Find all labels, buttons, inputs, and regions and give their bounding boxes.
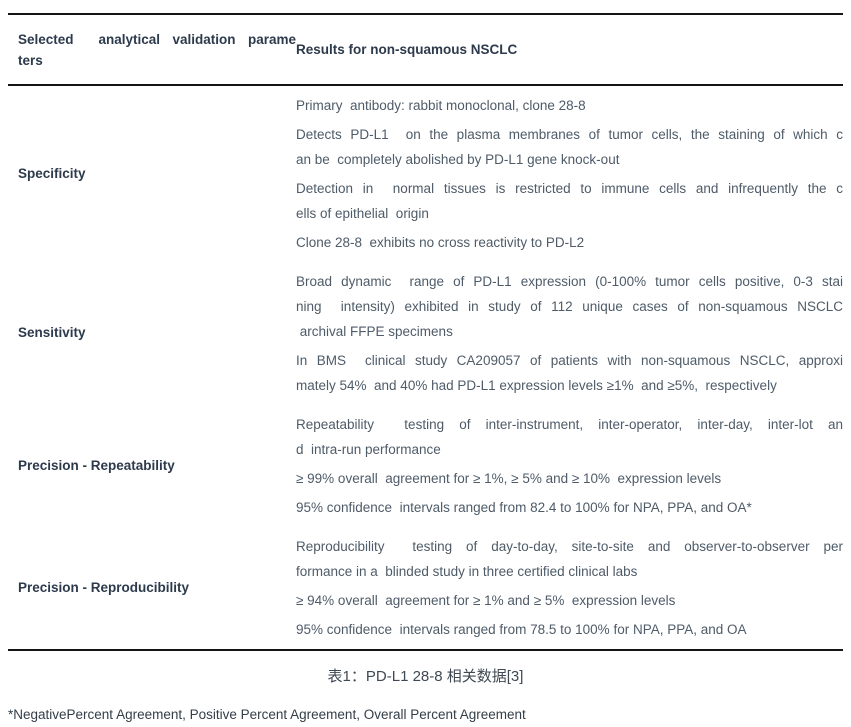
text-line: Detection in normal tissues is restricte… <box>296 181 843 196</box>
result-paragraph: Primary antibody: rabbit monoclonal, clo… <box>296 93 843 118</box>
table-row: Precision - Repeatability Repeatability t… <box>8 405 843 527</box>
text-line: ells of epithelial origin <box>296 206 429 221</box>
table-header: Selected analytical validation parame te… <box>8 15 843 86</box>
row-parameter-label: Specificity <box>18 165 86 181</box>
text-line: ning intensity) exhibited in study of 11… <box>296 299 843 314</box>
header-parameters-col: Selected analytical validation parame te… <box>8 29 296 71</box>
validation-table: Selected analytical validation parame te… <box>8 13 843 651</box>
text-line: ≥ 99% overall agreement for ≥ 1%, ≥ 5% a… <box>296 471 722 486</box>
footnote: *NegativePercent Agreement, Positive Per… <box>8 707 526 722</box>
result-paragraph: Repeatability testing of inter-instrumen… <box>296 412 843 462</box>
row-results-cell: Broad dynamic range of PD-L1 expression … <box>296 267 843 398</box>
text-line: Clone 28-8 exhibits no cross reactivity … <box>296 235 585 250</box>
result-paragraph: ≥ 94% overall agreement for ≥ 1% and ≥ 5… <box>296 588 843 613</box>
result-paragraph: Clone 28-8 exhibits no cross reactivity … <box>296 230 843 255</box>
result-paragraph: Broad dynamic range of PD-L1 expression … <box>296 269 843 344</box>
text-line: 95% confidence intervals ranged from 78.… <box>296 622 747 637</box>
table-body: Specificity Primary antibody: rabbit mono… <box>8 86 843 649</box>
result-paragraph: In BMS clinical study CA209057 of patien… <box>296 348 843 398</box>
text-line: mately 54% and 40% had PD-L1 expression … <box>296 378 777 393</box>
header-parameters-line1: Selected analytical validation parame <box>18 31 296 47</box>
row-parameter-label: Sensitivity <box>18 325 86 340</box>
header-parameters-line2: ters <box>18 52 43 68</box>
row-parameter-label: Precision - Reproducibility <box>18 579 190 595</box>
text-line: Broad dynamic range of PD-L1 expression … <box>296 274 843 289</box>
text-line: Primary antibody: rabbit monoclonal, clo… <box>296 98 586 113</box>
row-parameter-label: Precision - Repeatability <box>18 457 175 473</box>
text-line: Repeatability testing of inter-instrumen… <box>296 417 843 432</box>
text-line: formance in a blinded study in three cer… <box>296 564 638 579</box>
table-caption: 表1：PD-L1 28-8 相关数据[3] <box>327 668 524 685</box>
result-paragraph: ≥ 99% overall agreement for ≥ 1%, ≥ 5% a… <box>296 466 843 491</box>
result-paragraph: Detects PD-L1 on the plasma membranes of… <box>296 122 843 172</box>
text-line: 95% confidence intervals ranged from 82.… <box>296 500 752 515</box>
text-line: Detects PD-L1 on the plasma membranes of… <box>296 127 843 142</box>
row-results-cell: Repeatability testing of inter-instrumen… <box>296 410 843 520</box>
text-line: archival FFPE specimens <box>296 324 453 339</box>
result-paragraph: Detection in normal tissues is restricte… <box>296 176 843 226</box>
result-paragraph: 95% confidence intervals ranged from 82.… <box>296 495 843 520</box>
text-line: Reproducibility testing of day-to-day, s… <box>296 539 843 554</box>
result-paragraph: 95% confidence intervals ranged from 78.… <box>296 617 843 642</box>
text-line: ≥ 94% overall agreement for ≥ 1% and ≥ 5… <box>296 593 676 608</box>
header-results-col: Results for non-squamous NSCLC <box>296 42 518 57</box>
text-line: d intra-run performance <box>296 442 441 457</box>
table-row: Specificity Primary antibody: rabbit mono… <box>8 86 843 262</box>
result-paragraph: Reproducibility testing of day-to-day, s… <box>296 534 843 584</box>
text-line: an be completely abolished by PD-L1 gene… <box>296 152 620 167</box>
row-results-cell: Reproducibility testing of day-to-day, s… <box>296 532 843 642</box>
text-line: In BMS clinical study CA209057 of patien… <box>296 353 843 368</box>
row-results-cell: Primary antibody: rabbit monoclonal, clo… <box>296 91 843 255</box>
table-row: Sensitivity Broad dynamic range of PD-L1 … <box>8 262 843 405</box>
table-row: Precision - Reproducibility Reproducibili… <box>8 527 843 649</box>
